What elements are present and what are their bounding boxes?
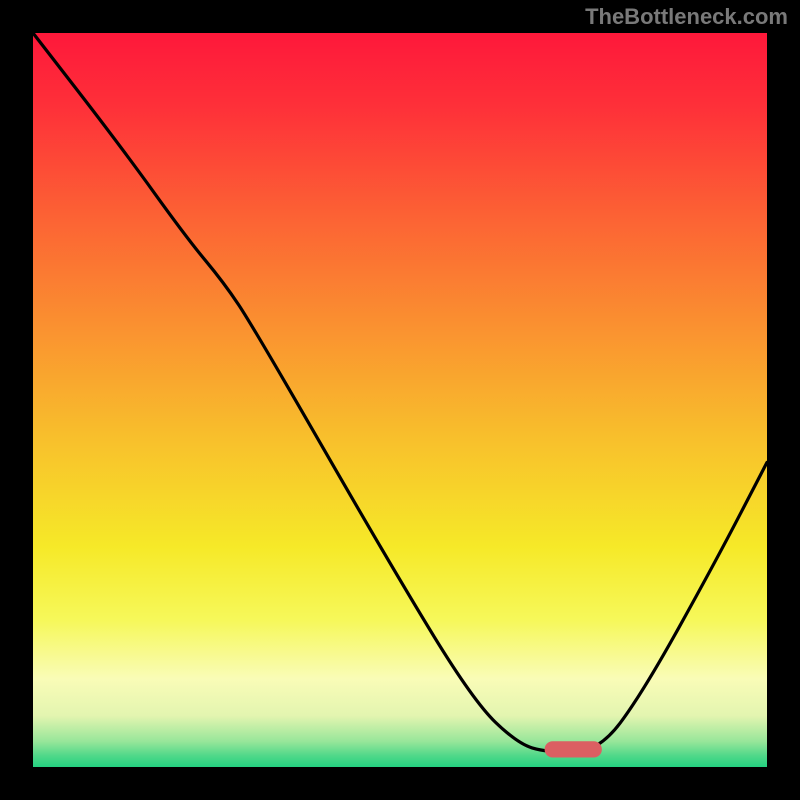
optimal-range-marker [545, 741, 602, 757]
gradient-background [33, 33, 767, 767]
watermark-text: TheBottleneck.com [585, 4, 788, 30]
chart-container: TheBottleneck.com [0, 0, 800, 800]
bottleneck-curve-chart [0, 0, 800, 800]
